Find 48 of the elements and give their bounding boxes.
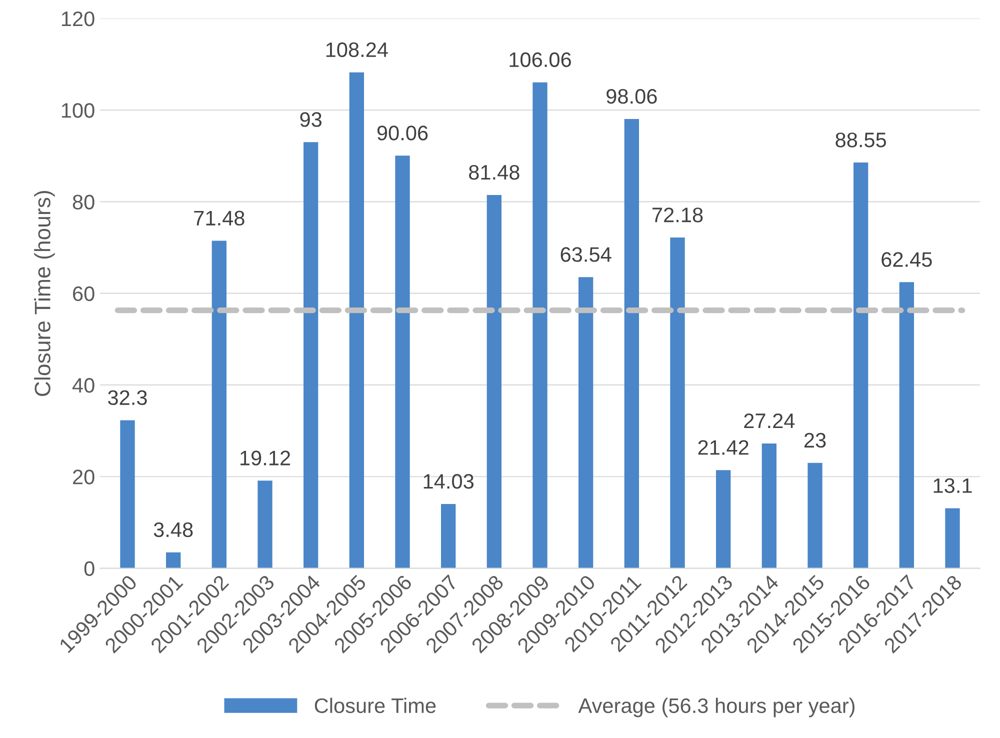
- data-label: 63.54: [560, 247, 612, 262]
- bar: [486, 194, 502, 568]
- data-label: 93: [300, 112, 322, 127]
- data-label: 27.24: [744, 413, 795, 428]
- bar: [716, 470, 731, 568]
- data-label: 14.03: [424, 474, 474, 489]
- data-label: 88.55: [836, 132, 886, 148]
- data-label: 62.45: [882, 252, 932, 267]
- data-label: 32.3: [108, 390, 147, 406]
- bar: [120, 420, 135, 568]
- bar: [349, 72, 364, 568]
- y-tick-label: 100: [62, 103, 94, 118]
- y-tick-label: 20: [73, 470, 94, 484]
- data-label: 108.24: [326, 42, 388, 58]
- bar: [258, 480, 272, 568]
- bar: [945, 508, 960, 568]
- y-tick-label: 0: [84, 561, 94, 576]
- data-label: 106.06: [510, 52, 571, 68]
- data-label: 19.12: [240, 450, 290, 466]
- data-label: 81.48: [469, 164, 520, 180]
- bar: [808, 462, 822, 568]
- data-label: 21.42: [698, 440, 748, 455]
- bar: [670, 238, 685, 568]
- data-label: 72.18: [652, 208, 703, 222]
- bar: [395, 156, 410, 568]
- y-tick-label: 60: [73, 286, 94, 302]
- bar: [578, 277, 594, 568]
- bar: [212, 240, 226, 568]
- bar: [166, 552, 181, 568]
- data-label: 90.06: [377, 126, 428, 140]
- y-axis-title: Closure Time (hours): [34, 190, 55, 396]
- data-label: 3.48: [154, 522, 193, 538]
- bar: [624, 118, 639, 568]
- data-label: 13.1: [934, 478, 972, 494]
- bar: [532, 82, 548, 568]
- data-label: 98.06: [606, 88, 657, 104]
- bar: [304, 142, 318, 568]
- bar: [762, 443, 776, 568]
- bar: [854, 162, 868, 568]
- y-tick-label: 120: [62, 11, 94, 26]
- y-tick-label: 40: [72, 378, 94, 393]
- y-tick-label: 80: [72, 194, 94, 210]
- legend-label: Closure Time: [314, 698, 436, 714]
- bar: [441, 504, 456, 568]
- bar: [899, 282, 914, 568]
- legend-label: Average (56.3 hours per year): [578, 698, 854, 718]
- data-label: 23: [804, 432, 826, 448]
- data-label: 71.48: [194, 210, 244, 226]
